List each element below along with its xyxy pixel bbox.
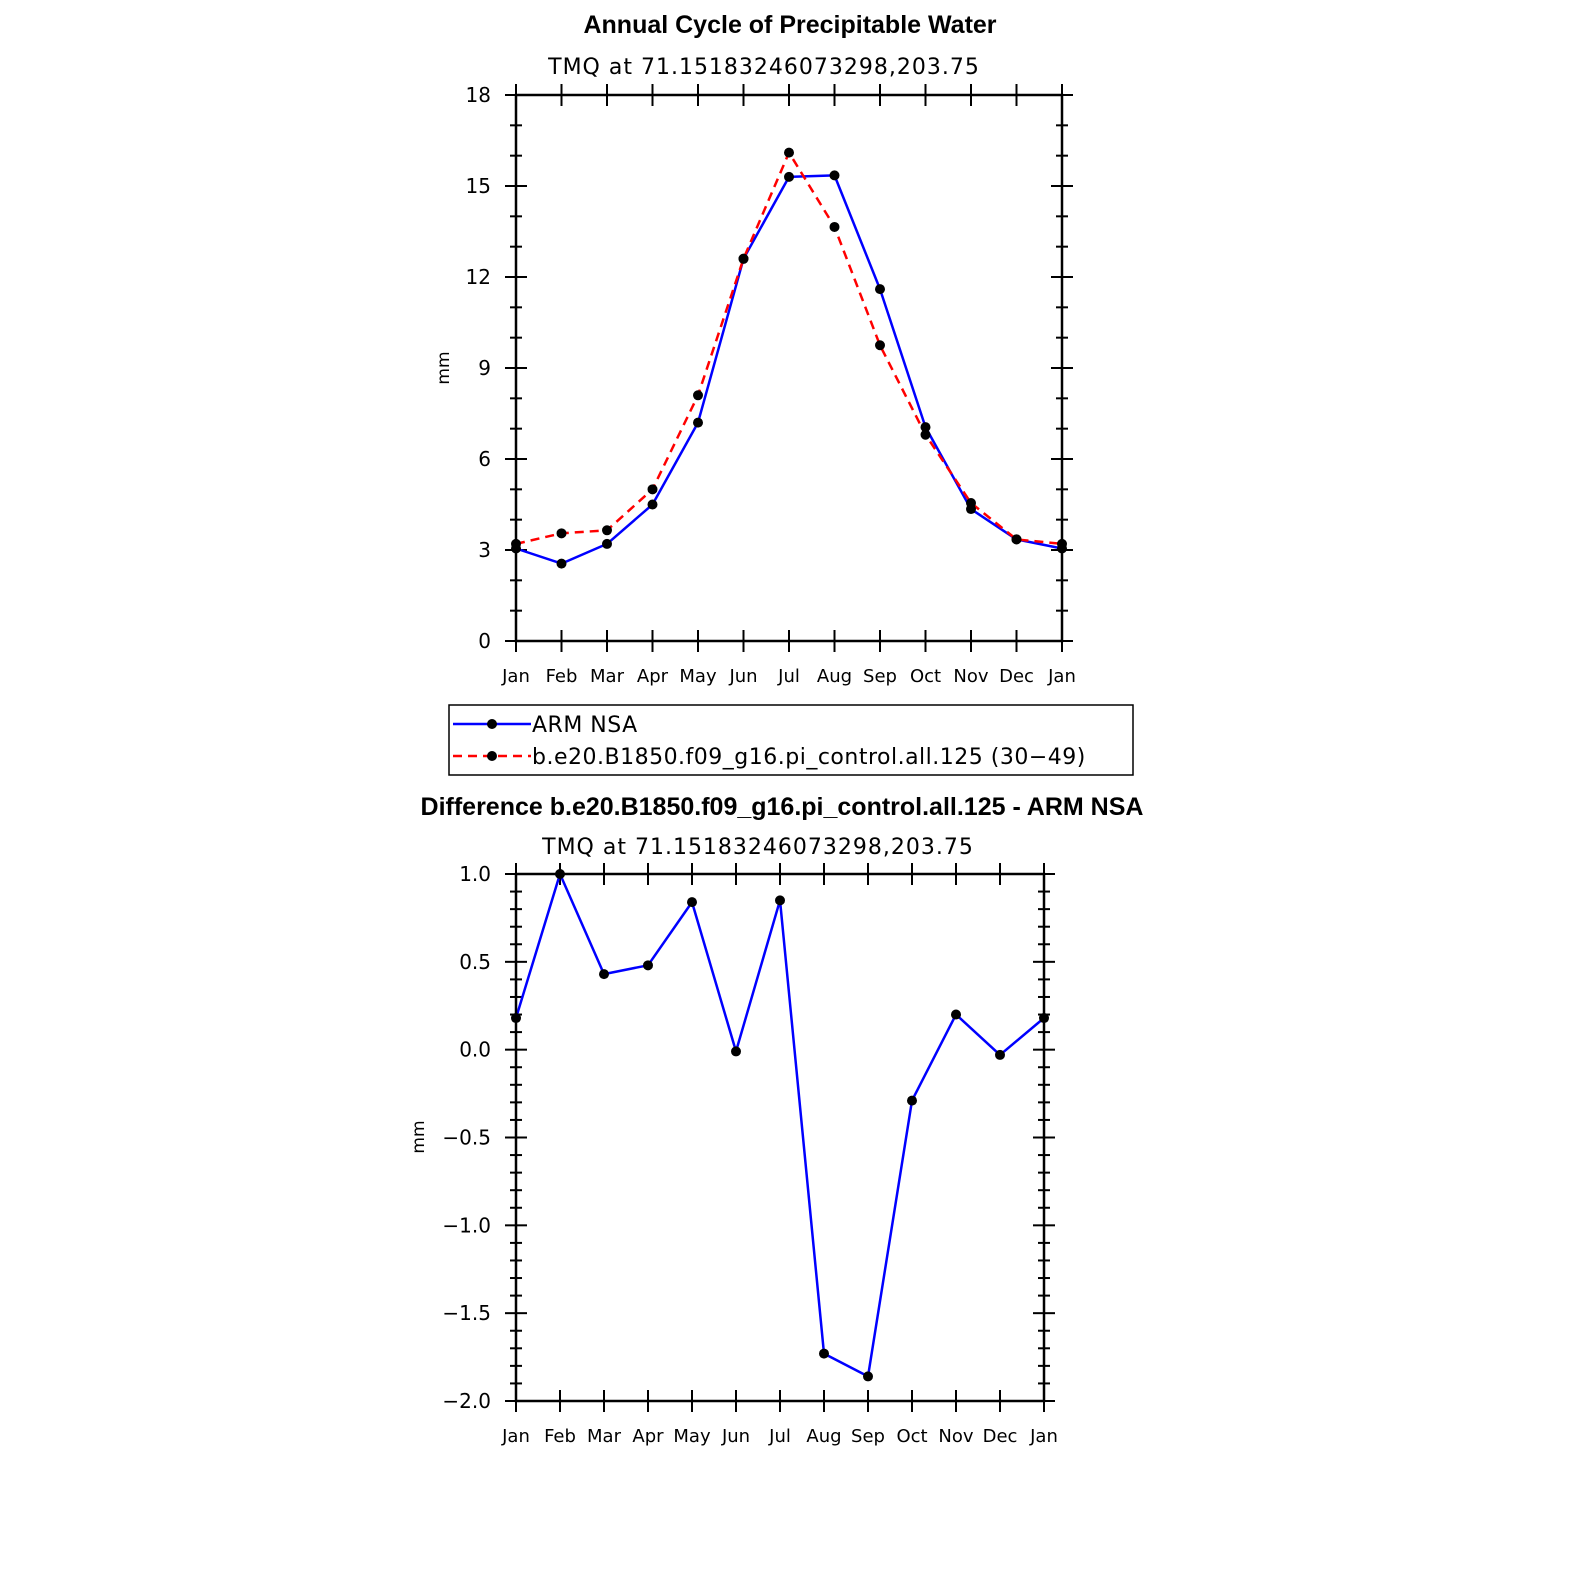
y-tick-label: −2.0 (442, 1389, 491, 1413)
data-point (875, 284, 885, 295)
y-tick-label: 18 (466, 83, 491, 107)
chart-subtitle: TMQ at 71.15183246073298,203.75 (547, 55, 980, 80)
x-tick-label: Jan (501, 666, 530, 687)
y-tick-label: −1.0 (442, 1213, 491, 1237)
data-point (829, 170, 840, 181)
legend-label-arm-nsa: ARM NSA (532, 713, 638, 738)
y-tick-label: 12 (466, 265, 491, 289)
series-points (511, 147, 1067, 569)
data-point (738, 253, 749, 264)
data-point (693, 390, 703, 401)
chart-title: Annual Cycle of Precipitable Water (583, 11, 996, 39)
data-point (784, 171, 794, 182)
series-lines (515, 151, 1063, 565)
legend-marker-model (487, 751, 497, 761)
data-point (784, 147, 794, 158)
data-point (863, 1371, 873, 1382)
x-tick-label: Jun (721, 1426, 750, 1447)
x-tick-label: Aug (817, 666, 852, 687)
x-tick-label: Mar (590, 666, 625, 687)
x-tick-label: Apr (637, 666, 669, 687)
legend-label-model: b.e20.B1850.f09_g16.pi_control.all.125 (… (532, 745, 1086, 770)
y-axis-label: mm (409, 1120, 429, 1153)
data-point (693, 417, 703, 428)
data-point (920, 422, 931, 433)
data-point (647, 484, 658, 495)
data-point (647, 499, 658, 510)
data-point (643, 960, 653, 971)
chart-title: Difference b.e20.B1850.f09_g16.pi_contro… (421, 793, 1144, 821)
x-tick-label: Feb (544, 1426, 576, 1447)
x-tick-label: Aug (806, 1426, 841, 1447)
axis-ticks (505, 84, 1073, 652)
data-point (602, 538, 612, 549)
data-point (731, 1046, 741, 1057)
y-tick-label: 0 (478, 629, 491, 653)
data-point (829, 221, 840, 232)
difference-panel: Difference b.e20.B1850.f09_g16.pi_contro… (409, 793, 1143, 1447)
y-tick-label: 1.0 (459, 862, 491, 886)
y-axis-label: mm (434, 351, 454, 384)
x-tick-label: Jul (777, 666, 800, 687)
plot-frame (514, 93, 1064, 643)
x-tick-label: Jun (728, 666, 757, 687)
legend-marker-arm-nsa (487, 719, 497, 729)
data-point (775, 895, 785, 906)
data-point (602, 525, 612, 536)
x-tick-labels: Jan Feb Mar Apr May Jun Jul Aug Sep Oct Nov Dec Jan (501, 666, 1076, 687)
legend-box (448, 704, 1134, 776)
data-point (966, 497, 976, 508)
data-point (599, 969, 609, 980)
y-tick-label: 0.0 (459, 1038, 491, 1062)
axis-ticks (505, 863, 1055, 1412)
annual-cycle-panel: Annual Cycle of Precipitable Water TMQ a… (434, 11, 1076, 687)
data-point (951, 1009, 961, 1020)
x-tick-label: May (679, 666, 717, 687)
x-tick-label: Apr (632, 1426, 664, 1447)
y-tick-label: 0.5 (459, 950, 491, 974)
y-tick-labels: 0 3 6 9 12 15 18 (466, 83, 491, 653)
x-tick-label: Oct (896, 1426, 927, 1447)
data-point (907, 1095, 917, 1106)
y-tick-label: 3 (478, 538, 491, 562)
x-tick-labels: Jan Feb Mar Apr May Jun Jul Aug Sep Oct Nov Dec Jan (501, 1426, 1058, 1447)
series-lines (514, 872, 1045, 1378)
series-line (515, 174, 1063, 565)
data-point (920, 429, 931, 440)
y-tick-label: −0.5 (442, 1126, 491, 1150)
x-tick-label: Sep (851, 1426, 885, 1447)
y-tick-label: −1.5 (442, 1301, 491, 1325)
x-tick-label: Jan (1029, 1426, 1058, 1447)
y-tick-label: 9 (478, 356, 491, 380)
data-point (1011, 534, 1022, 545)
data-point (875, 340, 885, 351)
legend: ARM NSA b.e20.B1850.f09_g16.pi_control.a… (448, 704, 1134, 776)
series-points (511, 869, 1049, 1382)
x-tick-label: Jan (1047, 666, 1076, 687)
data-point (819, 1348, 829, 1359)
data-point (556, 558, 567, 569)
y-tick-label: 6 (478, 447, 491, 471)
y-tick-label: 15 (466, 174, 491, 198)
x-tick-label: Jan (501, 1426, 530, 1447)
x-tick-label: Oct (910, 666, 941, 687)
y-tick-labels: −2.0 −1.5 −1.0 −0.5 0.0 0.5 1.0 (442, 862, 491, 1413)
x-tick-label: Dec (983, 1426, 1018, 1447)
data-point (687, 897, 697, 908)
series-line (514, 872, 1045, 1378)
chart-subtitle: TMQ at 71.15183246073298,203.75 (541, 835, 974, 860)
x-tick-label: Mar (587, 1426, 622, 1447)
x-tick-label: Nov (953, 666, 988, 687)
data-point (995, 1049, 1005, 1060)
data-point (556, 528, 567, 539)
x-tick-label: May (673, 1426, 711, 1447)
x-tick-label: Dec (999, 666, 1034, 687)
x-tick-label: Nov (938, 1426, 973, 1447)
plot-frame (514, 872, 1046, 1403)
series-line (515, 151, 1063, 546)
x-tick-label: Feb (546, 666, 578, 687)
x-tick-label: Sep (863, 666, 897, 687)
x-tick-label: Jul (768, 1426, 791, 1447)
